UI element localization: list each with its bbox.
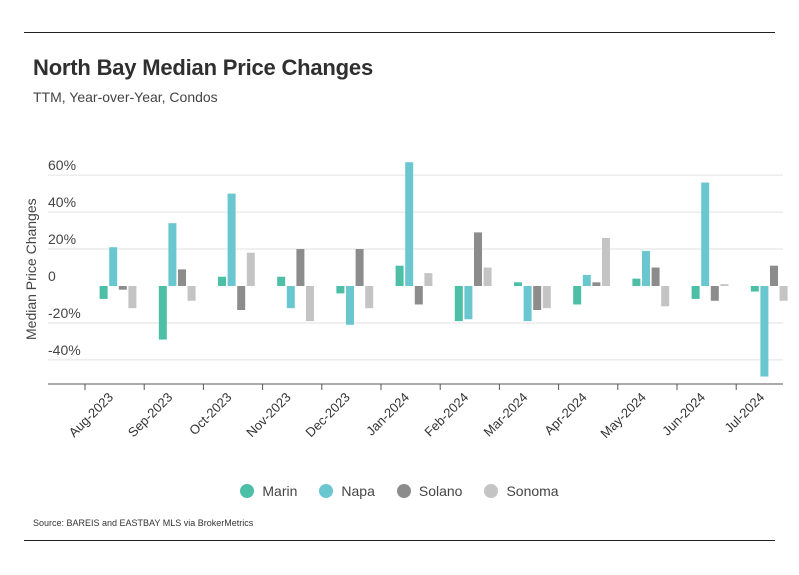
x-tick-label: Feb-2024 [421,390,471,440]
bar-marin [514,282,522,286]
legend-label: Napa [341,483,375,499]
bar-marin [632,278,641,286]
bar-marin [158,286,167,340]
source-note: Source: BAREIS and EASTBAY MLS via Broke… [33,518,254,528]
bar-napa [523,286,532,322]
y-tick-label: 20% [48,231,76,247]
legend-swatch [240,484,255,498]
top-rule [24,32,775,33]
bar-napa [109,247,118,286]
bar-napa [168,223,177,286]
bar-sonoma [424,273,433,286]
bar-sonoma [365,286,374,309]
bar-solano [296,249,305,286]
x-tick-label: Jan-2024 [363,390,412,439]
x-tick-label: Apr-2024 [541,390,589,438]
bar-napa [582,274,591,286]
y-tick-label: -20% [48,305,81,321]
bar-solano [237,286,246,311]
legend-item: Sonoma [484,483,559,499]
bar-marin [336,286,345,294]
bar-napa [405,162,414,286]
bar-napa [760,286,769,377]
legend-swatch [396,484,411,498]
bar-marin [691,286,700,299]
legend-label: Solano [418,483,463,499]
bar-napa [642,250,650,286]
legend-swatch [319,484,334,498]
bar-marin [277,276,286,286]
x-tick-label: May-2024 [597,390,648,441]
y-tick-label: 40% [48,194,76,210]
bar-sonoma [483,267,492,286]
bar-napa [286,286,295,309]
legend-item: Napa [319,483,375,499]
legend-label: Sonoma [506,483,559,499]
bar-napa [701,182,710,286]
x-tick-label: Oct-2023 [186,390,234,438]
bar-marin [454,286,463,322]
chart-title: North Bay Median Price Changes [33,55,373,80]
bar-solano [355,249,364,286]
bar-sonoma [779,286,788,301]
bar-napa [227,193,236,286]
y-tick-label: -40% [48,342,81,358]
x-tick-label: Jul-2024 [721,390,767,436]
bar-solano [118,286,127,290]
bar-solano [414,286,423,305]
legend-item: Marin [240,483,297,499]
bottom-rule [24,540,775,541]
bar-marin [750,286,759,292]
bar-solano [474,232,482,286]
y-tick-label: 0 [48,268,56,284]
bar-marin [395,265,404,286]
bar-sonoma [306,286,314,322]
bar-marin [218,276,226,286]
bar-marin [573,286,582,305]
bar-chart: -40% -20% 0 20% 40% 60% Aug-2023 Sep-2023 Oct-20… [48,157,788,441]
bar-sonoma [246,252,255,286]
legend-label: Marin [262,483,298,499]
bar-sonoma [542,286,551,309]
bar-sonoma [720,284,729,286]
bar-solano [533,286,542,311]
bar-sonoma [661,286,670,307]
legend: Marin Napa Solano Sonoma [0,483,799,499]
bar-napa [346,286,354,325]
bar-sonoma [128,286,137,309]
bar-napa [464,286,473,320]
bar-sonoma [187,286,196,301]
y-tick-label: 60% [48,157,76,173]
legend-swatch [484,484,499,498]
bar-solano [770,265,778,286]
x-tick-label: Nov-2023 [243,390,293,440]
x-tick-label: Mar-2024 [481,390,531,440]
bar-solano [651,267,660,286]
chart-subtitle: TTM, Year-over-Year, Condos [33,89,218,105]
x-tick-label: Sep-2023 [125,390,175,440]
bar-solano [178,269,186,286]
bar-sonoma [602,237,610,286]
legend-item: Solano [396,483,463,499]
bar-solano [710,286,719,301]
bar-solano [592,282,601,286]
x-tick-label: Dec-2023 [302,390,352,440]
x-tick-label: Jun-2024 [659,390,708,439]
bar-marin [99,286,108,299]
x-tick-label: Aug-2023 [66,390,116,440]
